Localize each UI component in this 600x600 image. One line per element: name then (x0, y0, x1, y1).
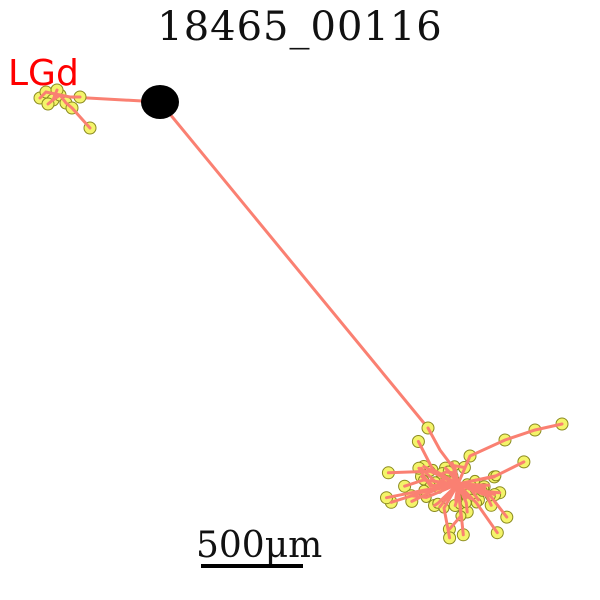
neurite-branch (456, 422, 564, 486)
neurite-branch (58, 93, 92, 130)
neurite-branch (38, 90, 72, 100)
neurite-branch (409, 482, 460, 500)
neurite-branch (51, 88, 59, 102)
neuron-id-title: 18465_00116 (157, 4, 443, 50)
neurite-branch (438, 482, 460, 509)
neurite-branch (450, 461, 460, 486)
neurite-branch (386, 469, 460, 486)
neurite-branch (456, 482, 487, 490)
region-label-lgd: LGd (8, 53, 79, 94)
neurite-branch (440, 469, 460, 486)
terminal-arbor-cluster (380, 417, 569, 545)
scale-bar-label: 500μm (196, 525, 323, 566)
soma (141, 85, 179, 119)
neurite-branch (427, 482, 460, 493)
axon-trunk (158, 101, 430, 429)
scale-bar (201, 564, 303, 568)
neurite-branch (456, 460, 526, 486)
neurite-branch (456, 482, 468, 500)
neurite-branch (454, 482, 460, 502)
neurite-branch (447, 482, 463, 531)
lgd-terminal-cluster (33, 83, 97, 135)
